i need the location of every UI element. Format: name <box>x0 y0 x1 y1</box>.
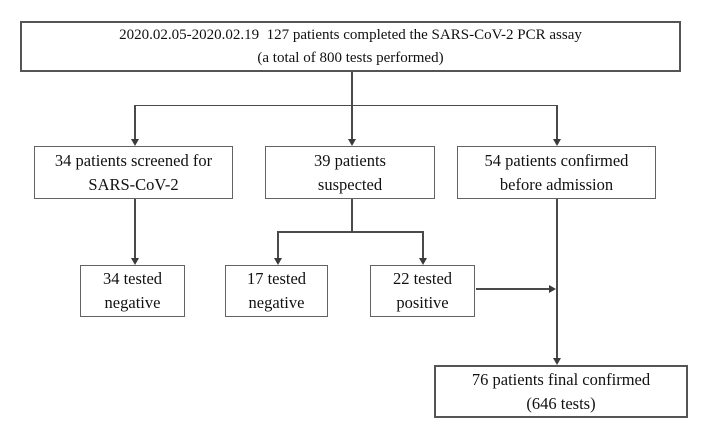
node-text-line: SARS-CoV-2 <box>88 174 179 194</box>
node-tested-negative-suspected: 17 tested negative <box>225 265 328 317</box>
node-confirmed-before-admission: 54 patients confirmed before admission <box>457 146 656 199</box>
node-text-line: negative <box>104 293 161 312</box>
node-tested-positive-suspected: 22 tested positive <box>370 265 475 317</box>
connector-screened-to-negative <box>134 199 136 258</box>
node-text-line: (646 tests) <box>526 393 596 413</box>
node-final-confirmed: 76 patients final confirmed (646 tests) <box>434 365 688 418</box>
node-text-line: 34 tested <box>102 269 163 288</box>
node-suspected: 39 patients suspected <box>265 146 435 199</box>
connector-suspected-rail <box>277 231 424 233</box>
connector-branch-rail <box>134 104 558 106</box>
connector-assay-trunk <box>351 72 353 105</box>
connector-positive-to-final <box>476 288 549 290</box>
node-text-line: negative <box>248 293 305 312</box>
node-text-line: 34 patients screened for <box>54 150 213 170</box>
node-text-line: 39 patients <box>314 150 386 170</box>
node-text-line: 54 patients confirmed <box>484 150 629 170</box>
connector-to-suspected <box>351 104 353 140</box>
node-text-line: suspected <box>317 174 383 194</box>
connector-to-positive22 <box>422 231 424 259</box>
arrowhead-down-suspected-icon <box>347 139 356 146</box>
node-text-line: 17 tested <box>246 269 307 288</box>
node-text-line: before admission <box>499 174 614 194</box>
arrowhead-down-positive22-icon <box>418 258 427 265</box>
connector-suspected-trunk <box>351 199 353 232</box>
node-text-line: 22 tested <box>392 269 453 288</box>
arrowhead-down-negative34-icon <box>130 258 139 265</box>
connector-to-negative17 <box>277 231 279 259</box>
node-text-line: 2020.02.05-2020.02.19 127 patients compl… <box>119 26 582 43</box>
arrowhead-right-join-icon <box>549 284 556 293</box>
node-text-line: 76 patients final confirmed <box>471 369 651 389</box>
connector-to-screened <box>134 104 136 140</box>
connector-confirmed-to-final <box>556 199 558 358</box>
arrowhead-down-negative17-icon <box>273 258 282 265</box>
node-tested-negative-screened: 34 tested negative <box>80 265 185 317</box>
node-text-line: (a total of 800 tests performed) <box>257 49 444 66</box>
node-text-line: positive <box>396 293 449 312</box>
node-assay-summary: 2020.02.05-2020.02.19 127 patients compl… <box>20 21 681 72</box>
arrowhead-down-final-icon <box>552 358 561 365</box>
arrowhead-down-confirmed-icon <box>552 139 561 146</box>
arrowhead-down-screened-icon <box>130 139 139 146</box>
node-screened: 34 patients screened for SARS-CoV-2 <box>34 146 233 199</box>
connector-to-confirmed <box>556 104 558 140</box>
